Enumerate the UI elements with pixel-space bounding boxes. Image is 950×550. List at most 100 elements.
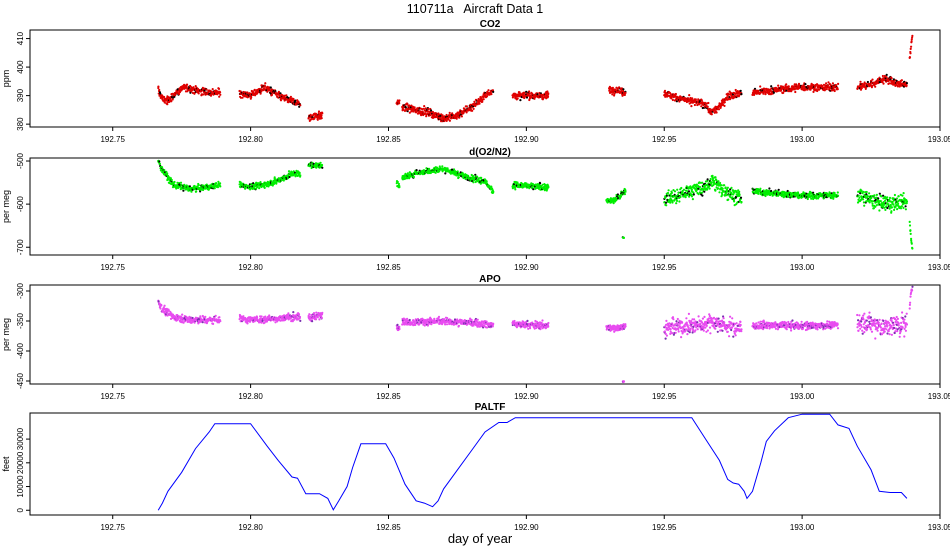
data-point <box>547 92 550 95</box>
data-point <box>406 317 409 320</box>
y-axis-label: ppm <box>1 70 11 88</box>
data-point <box>862 190 865 193</box>
data-point <box>430 109 433 112</box>
data-point <box>253 88 256 91</box>
data-point <box>209 94 213 97</box>
data-point <box>445 119 448 122</box>
data-point <box>910 242 913 245</box>
data-point <box>910 239 913 242</box>
data-point <box>412 175 415 179</box>
x-tick-label: 192.75 <box>100 263 125 272</box>
data-point <box>279 319 283 322</box>
data-point <box>314 112 318 115</box>
data-point <box>886 206 889 210</box>
data-point <box>725 194 728 197</box>
data-point <box>201 321 204 324</box>
data-point <box>445 113 448 117</box>
data-point <box>519 99 522 102</box>
data-point <box>777 188 780 191</box>
scatter-series <box>663 88 743 116</box>
data-point <box>415 169 418 172</box>
data-point <box>735 191 739 194</box>
data-point <box>441 165 444 168</box>
data-point <box>708 187 711 190</box>
data-point <box>408 111 411 114</box>
data-point <box>320 117 323 120</box>
data-point <box>292 97 295 101</box>
data-point <box>899 207 903 210</box>
data-point <box>528 187 531 190</box>
data-point <box>514 188 517 191</box>
data-point <box>904 205 907 208</box>
data-point <box>693 103 697 107</box>
data-point <box>470 318 473 321</box>
data-point <box>412 110 415 113</box>
scatter-series <box>608 85 627 97</box>
scatter-series <box>856 73 909 91</box>
data-point <box>692 193 695 196</box>
data-point <box>213 316 216 320</box>
y-tick-label: 390 <box>16 88 25 102</box>
data-point <box>541 183 544 186</box>
data-point <box>163 95 166 99</box>
scatter-series <box>401 315 495 329</box>
data-point <box>700 105 703 108</box>
data-point <box>740 93 743 96</box>
data-point <box>900 79 904 82</box>
data-point <box>547 186 550 189</box>
data-point <box>731 196 734 199</box>
data-point <box>440 120 443 123</box>
data-point <box>460 115 463 118</box>
data-point <box>671 201 674 204</box>
data-point <box>264 315 267 318</box>
y-tick-label: 410 <box>16 31 25 45</box>
data-point <box>402 108 405 111</box>
data-point <box>888 207 891 210</box>
data-point <box>889 200 892 203</box>
scatter-series <box>751 187 840 201</box>
data-point <box>486 182 489 185</box>
data-point <box>777 84 780 87</box>
data-point <box>263 85 266 88</box>
data-point <box>616 193 620 196</box>
data-point <box>665 204 668 207</box>
data-point <box>878 209 881 212</box>
data-point <box>492 190 495 193</box>
data-point <box>714 176 717 179</box>
data-point <box>423 105 426 108</box>
data-point <box>314 318 318 321</box>
data-point <box>753 87 757 90</box>
data-point <box>199 315 202 318</box>
data-point <box>516 181 519 184</box>
data-point <box>832 197 835 200</box>
data-point <box>835 84 838 87</box>
data-point <box>476 103 479 106</box>
data-point <box>715 186 718 189</box>
data-point <box>905 84 908 87</box>
data-point <box>210 90 213 93</box>
data-point <box>321 163 324 167</box>
data-point <box>816 89 819 93</box>
data-point <box>670 97 673 100</box>
data-point <box>669 201 672 204</box>
data-point <box>214 314 217 317</box>
data-point <box>246 91 249 94</box>
data-point <box>426 172 430 175</box>
data-point <box>177 92 181 96</box>
data-point <box>666 191 670 195</box>
data-point <box>688 94 691 97</box>
data-point <box>268 314 271 317</box>
data-point <box>436 321 439 324</box>
data-point <box>181 313 184 316</box>
data-point <box>719 184 723 187</box>
x-tick-label: 193.05 <box>928 135 950 144</box>
data-point <box>879 200 882 203</box>
data-point <box>859 80 862 83</box>
data-point <box>836 191 839 194</box>
data-point <box>282 179 285 182</box>
data-point <box>539 182 542 185</box>
plot-frame <box>29 157 941 256</box>
data-point <box>827 81 830 84</box>
